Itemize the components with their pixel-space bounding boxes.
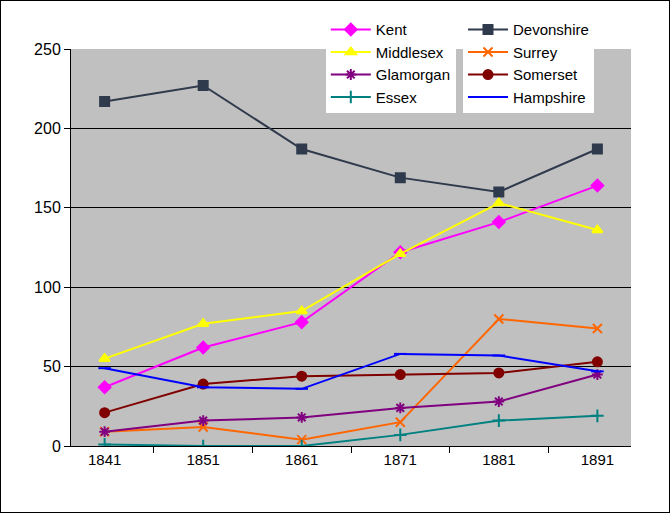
svg-text:Essex: Essex xyxy=(376,89,417,106)
svg-text:Kent: Kent xyxy=(376,21,408,38)
svg-text:Glamorgan: Glamorgan xyxy=(376,66,450,83)
svg-text:Surrey: Surrey xyxy=(513,44,558,61)
svg-text:1881: 1881 xyxy=(482,451,515,468)
svg-text:Hampshire: Hampshire xyxy=(513,89,586,106)
svg-text:200: 200 xyxy=(34,120,61,137)
svg-text:1851: 1851 xyxy=(186,451,219,468)
svg-text:250: 250 xyxy=(34,41,61,58)
svg-text:Devonshire: Devonshire xyxy=(513,21,589,38)
svg-text:Somerset: Somerset xyxy=(513,66,578,83)
svg-text:100: 100 xyxy=(34,279,61,296)
svg-text:1891: 1891 xyxy=(581,451,614,468)
svg-text:50: 50 xyxy=(43,358,61,375)
svg-text:0: 0 xyxy=(52,438,61,455)
svg-text:150: 150 xyxy=(34,199,61,216)
svg-text:1841: 1841 xyxy=(88,451,121,468)
svg-text:1871: 1871 xyxy=(384,451,417,468)
svg-text:1861: 1861 xyxy=(285,451,318,468)
svg-text:Middlesex: Middlesex xyxy=(376,44,444,61)
